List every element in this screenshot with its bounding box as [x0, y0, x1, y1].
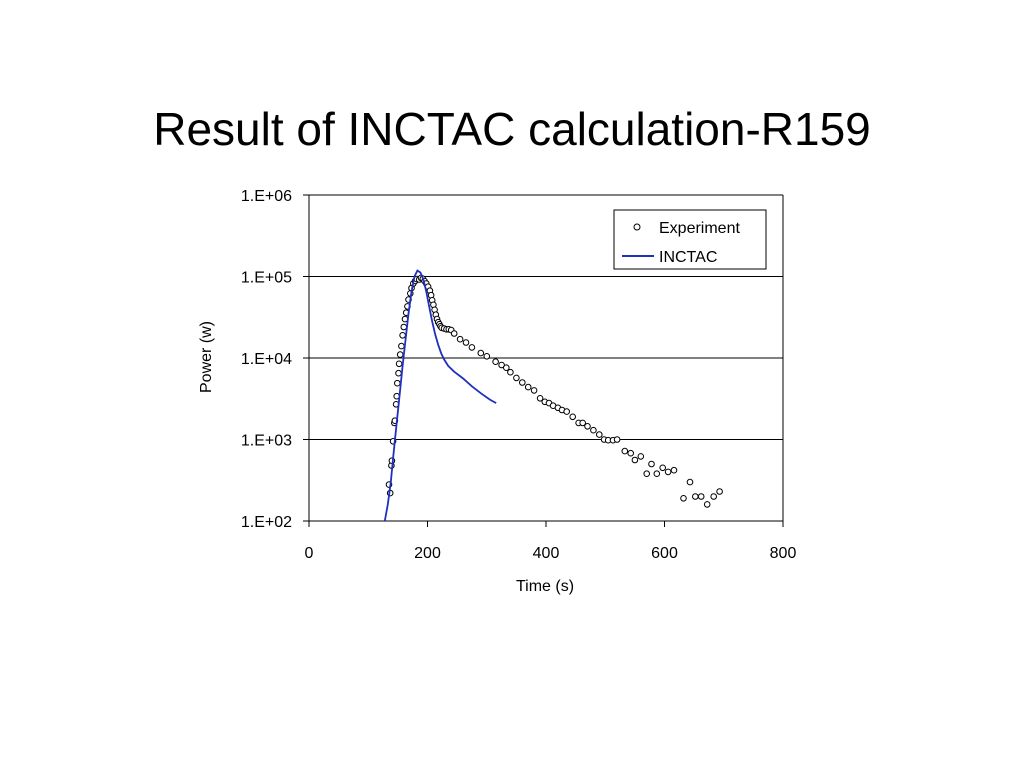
experiment-point [680, 495, 687, 502]
y-tick-label: 1.E+03 [241, 433, 292, 450]
y-tick-label: 1.E+05 [241, 270, 292, 287]
experiment-point [637, 453, 645, 460]
x-tick-label: 600 [651, 545, 678, 562]
experiment-point [621, 447, 629, 455]
experiment-point [507, 368, 514, 376]
experiment-point [396, 351, 404, 358]
legend: Experiment INCTAC [613, 209, 767, 270]
experiment-point [659, 464, 667, 472]
experiment-point [664, 468, 672, 476]
experiment-point [716, 488, 723, 495]
experiment-point [579, 419, 587, 427]
experiment-point [686, 478, 694, 486]
experiment-point [563, 408, 571, 415]
experiment-point [398, 342, 405, 350]
experiment-point [524, 383, 532, 391]
experiment-point [670, 466, 678, 474]
experiment-point [498, 361, 505, 369]
x-axis-title: Time (s) [516, 578, 574, 595]
experiment-point [530, 387, 538, 394]
experiment-point [648, 460, 655, 468]
experiment-point [653, 470, 661, 478]
data-series [383, 269, 723, 522]
experiment-point [456, 335, 464, 343]
experiment-point [399, 332, 406, 339]
experiment-point [477, 349, 485, 357]
x-tick-label: 400 [533, 545, 560, 562]
experiment-point [710, 493, 718, 500]
experiment-point [519, 379, 526, 386]
x-tick-label: 800 [770, 545, 797, 562]
experiment-point [395, 360, 403, 368]
legend-inctac-label: INCTAC [659, 249, 717, 266]
legend-box [613, 209, 767, 270]
experiment-point [468, 344, 476, 351]
y-tick-label: 1.E+02 [241, 514, 292, 531]
experiment-point [450, 330, 458, 337]
experiment-point [584, 423, 591, 430]
inctac-line [383, 269, 497, 522]
tick-labels: 1.E+02 1.E+03 1.E+04 1.E+05 1.E+06 0 200 400 600… [241, 188, 797, 562]
legend-experiment-marker-icon [633, 223, 641, 231]
experiment-point [483, 353, 491, 360]
experiment-point [394, 379, 401, 387]
experiment-point [569, 413, 577, 421]
legend-experiment-label: Experiment [659, 220, 740, 237]
experiment-point [627, 449, 635, 457]
experiment-point [400, 323, 408, 331]
x-tick-label: 0 [305, 545, 314, 562]
experiment-point [631, 456, 639, 464]
experiment-point [692, 493, 699, 500]
experiment-point [613, 436, 621, 443]
experiment-point [536, 395, 544, 402]
experiment-point [503, 364, 510, 372]
experiment-point [513, 374, 520, 382]
y-axis-title: Power (w) [198, 321, 215, 393]
experiment-point [590, 426, 597, 434]
x-tick-label: 200 [414, 545, 441, 562]
experiment-point [596, 431, 603, 438]
experiment-point [703, 501, 711, 508]
experiment-point [462, 339, 470, 346]
experiment-point [395, 369, 402, 377]
experiment-point [643, 470, 651, 478]
slide-title: Result of INCTAC calculation-R159 [153, 103, 871, 155]
experiment-point [697, 493, 705, 500]
y-tick-label: 1.E+06 [241, 188, 292, 205]
y-tick-label: 1.E+04 [241, 351, 292, 368]
axes [303, 194, 784, 527]
experiment-point [492, 358, 499, 366]
